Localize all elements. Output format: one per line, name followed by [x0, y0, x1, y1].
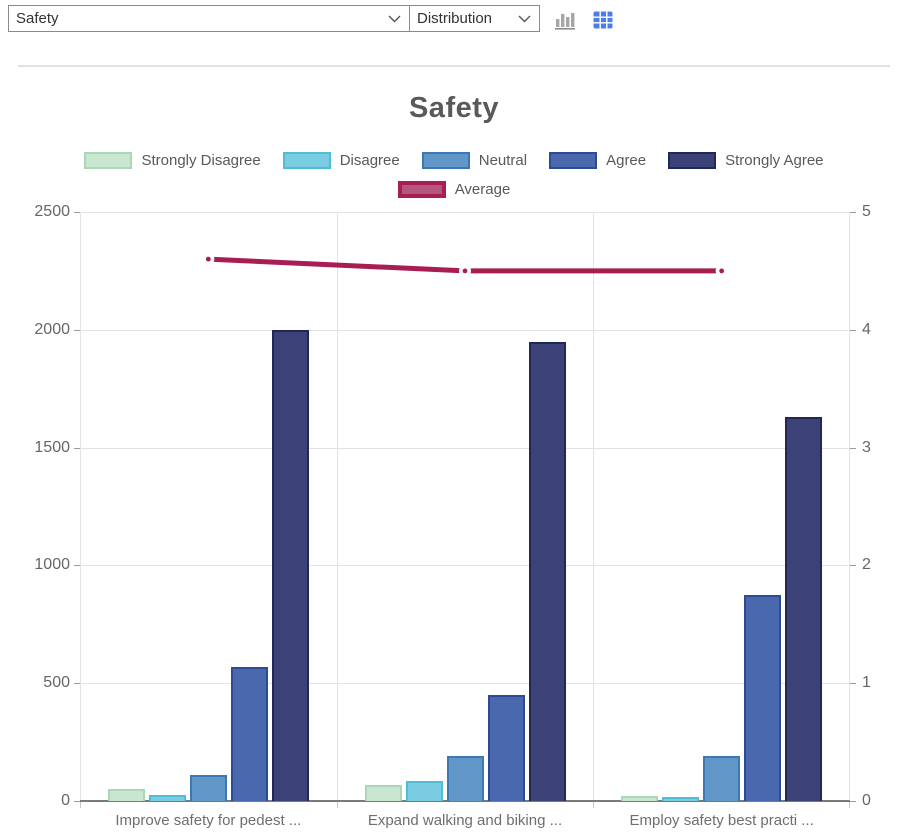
- legend-item-strongly-disagree[interactable]: Strongly Disagree: [84, 152, 261, 169]
- category-separator: [80, 212, 81, 801]
- bar-agree-cat1[interactable]: [231, 666, 268, 801]
- axis-tick: [74, 565, 80, 567]
- legend-swatch: [397, 181, 446, 198]
- bar-chart-icon[interactable]: [553, 8, 577, 32]
- legend-label: Agree: [606, 152, 647, 169]
- bar-strongly-disagree-cat2[interactable]: [364, 784, 402, 801]
- y-tick-label: 5: [862, 203, 871, 220]
- category-separator: [593, 212, 595, 801]
- legend-label: Strongly Agree: [725, 152, 824, 169]
- y-tick-label: 2000: [34, 320, 70, 338]
- legend-label: Average: [454, 181, 511, 198]
- y-tick-label: 0: [61, 792, 70, 809]
- bar-strongly-disagree-cat3[interactable]: [621, 796, 659, 801]
- chevron-down-icon: [518, 15, 531, 22]
- axis-tick: [850, 683, 856, 685]
- bar-agree-cat2[interactable]: [487, 694, 525, 801]
- axis-tick: [74, 683, 80, 685]
- axis-tick: [80, 802, 81, 808]
- x-axis-labels: Improve safety for pedest ... Expand walk…: [80, 812, 850, 834]
- legend-line-series: Average: [0, 181, 908, 198]
- legend-label: Strongly Disagree: [141, 152, 261, 169]
- legend-swatch: [668, 152, 717, 169]
- bar-agree-cat3[interactable]: [744, 594, 782, 801]
- y-tick-label: 1: [862, 674, 871, 692]
- y-axis-left: 0 500 1000 1500 2000 2500: [0, 203, 72, 809]
- y-tick-label: 2500: [34, 203, 70, 220]
- gridline: [80, 329, 850, 331]
- legend-bar-series: Strongly Disagree Disagree Neutral Agree Str…: [0, 152, 908, 169]
- x-category-label: Expand walking and biking ...: [367, 812, 563, 829]
- axis-tick: [849, 802, 850, 808]
- bar-strongly-agree-cat1[interactable]: [272, 329, 309, 801]
- gridline: [80, 212, 850, 213]
- legend-item-neutral[interactable]: Neutral: [421, 152, 528, 169]
- category-separator: [336, 212, 338, 801]
- x-category-label: Employ safety best practi ...: [629, 812, 814, 829]
- y-tick-label: 3: [862, 438, 871, 456]
- axis-tick: [74, 212, 80, 213]
- average-point-3[interactable]: [719, 268, 725, 274]
- chevron-down-icon: [388, 15, 401, 22]
- axis-tick: [850, 801, 856, 802]
- axis-tick: [850, 212, 856, 213]
- legend-item-agree[interactable]: Agree: [549, 152, 646, 169]
- average-point-1[interactable]: [205, 256, 211, 262]
- gridline: [80, 683, 850, 685]
- gridline: [80, 447, 850, 449]
- axis-tick: [850, 329, 856, 331]
- bar-neutral-cat3[interactable]: [703, 756, 741, 801]
- legend-swatch: [84, 152, 133, 169]
- category-separator: [849, 212, 850, 801]
- average-point-2[interactable]: [462, 268, 468, 274]
- axis-tick: [850, 565, 856, 567]
- y-tick-label: 1500: [34, 438, 70, 456]
- legend-item-average[interactable]: Average: [397, 181, 511, 198]
- legend-swatch: [421, 152, 470, 169]
- legend-label: Disagree: [339, 152, 400, 169]
- x-axis-line: [80, 800, 850, 802]
- axis-tick: [336, 802, 338, 808]
- legend-label: Neutral: [478, 152, 528, 169]
- y-tick-label: 2: [862, 556, 871, 574]
- legend-swatch: [282, 152, 331, 169]
- y-tick-label: 0: [862, 792, 871, 809]
- axis-tick: [74, 447, 80, 449]
- bar-disagree-cat3[interactable]: [662, 797, 700, 801]
- metric-select-value: Safety: [16, 10, 59, 27]
- y-tick-label: 4: [862, 320, 871, 338]
- legend-swatch: [549, 152, 598, 169]
- bar-disagree-cat2[interactable]: [405, 780, 443, 801]
- axis-tick: [74, 801, 80, 802]
- bar-disagree-cat1[interactable]: [149, 795, 186, 801]
- y-tick-label: 500: [43, 674, 70, 692]
- gridline: [80, 565, 850, 567]
- plot-area: [74, 212, 856, 808]
- axis-tick: [593, 802, 595, 808]
- bar-strongly-agree-cat3[interactable]: [785, 416, 823, 801]
- view-select-value: Distribution: [417, 10, 493, 27]
- bar-strongly-agree-cat2[interactable]: [528, 341, 566, 801]
- legend-item-disagree[interactable]: Disagree: [282, 152, 400, 169]
- bar-neutral-cat1[interactable]: [190, 775, 227, 801]
- average-line: [202, 253, 728, 277]
- view-select[interactable]: Distribution: [409, 5, 540, 32]
- bar-strongly-disagree-cat1[interactable]: [108, 789, 145, 801]
- legend-item-strongly-agree[interactable]: Strongly Agree: [668, 152, 824, 169]
- chart-title: Safety: [408, 92, 500, 124]
- toolbar: Safety Distribution: [0, 0, 908, 40]
- table-grid-icon[interactable]: [591, 8, 615, 32]
- metric-select[interactable]: Safety: [8, 5, 410, 32]
- x-category-label: Improve safety for pedest ...: [115, 812, 302, 829]
- axis-tick: [850, 447, 856, 449]
- section-divider: [18, 65, 890, 67]
- y-tick-label: 1000: [34, 556, 70, 574]
- axis-tick: [74, 329, 80, 331]
- y-axis-right: 0 1 2 3 4 5: [856, 203, 906, 809]
- bar-neutral-cat2[interactable]: [446, 756, 484, 801]
